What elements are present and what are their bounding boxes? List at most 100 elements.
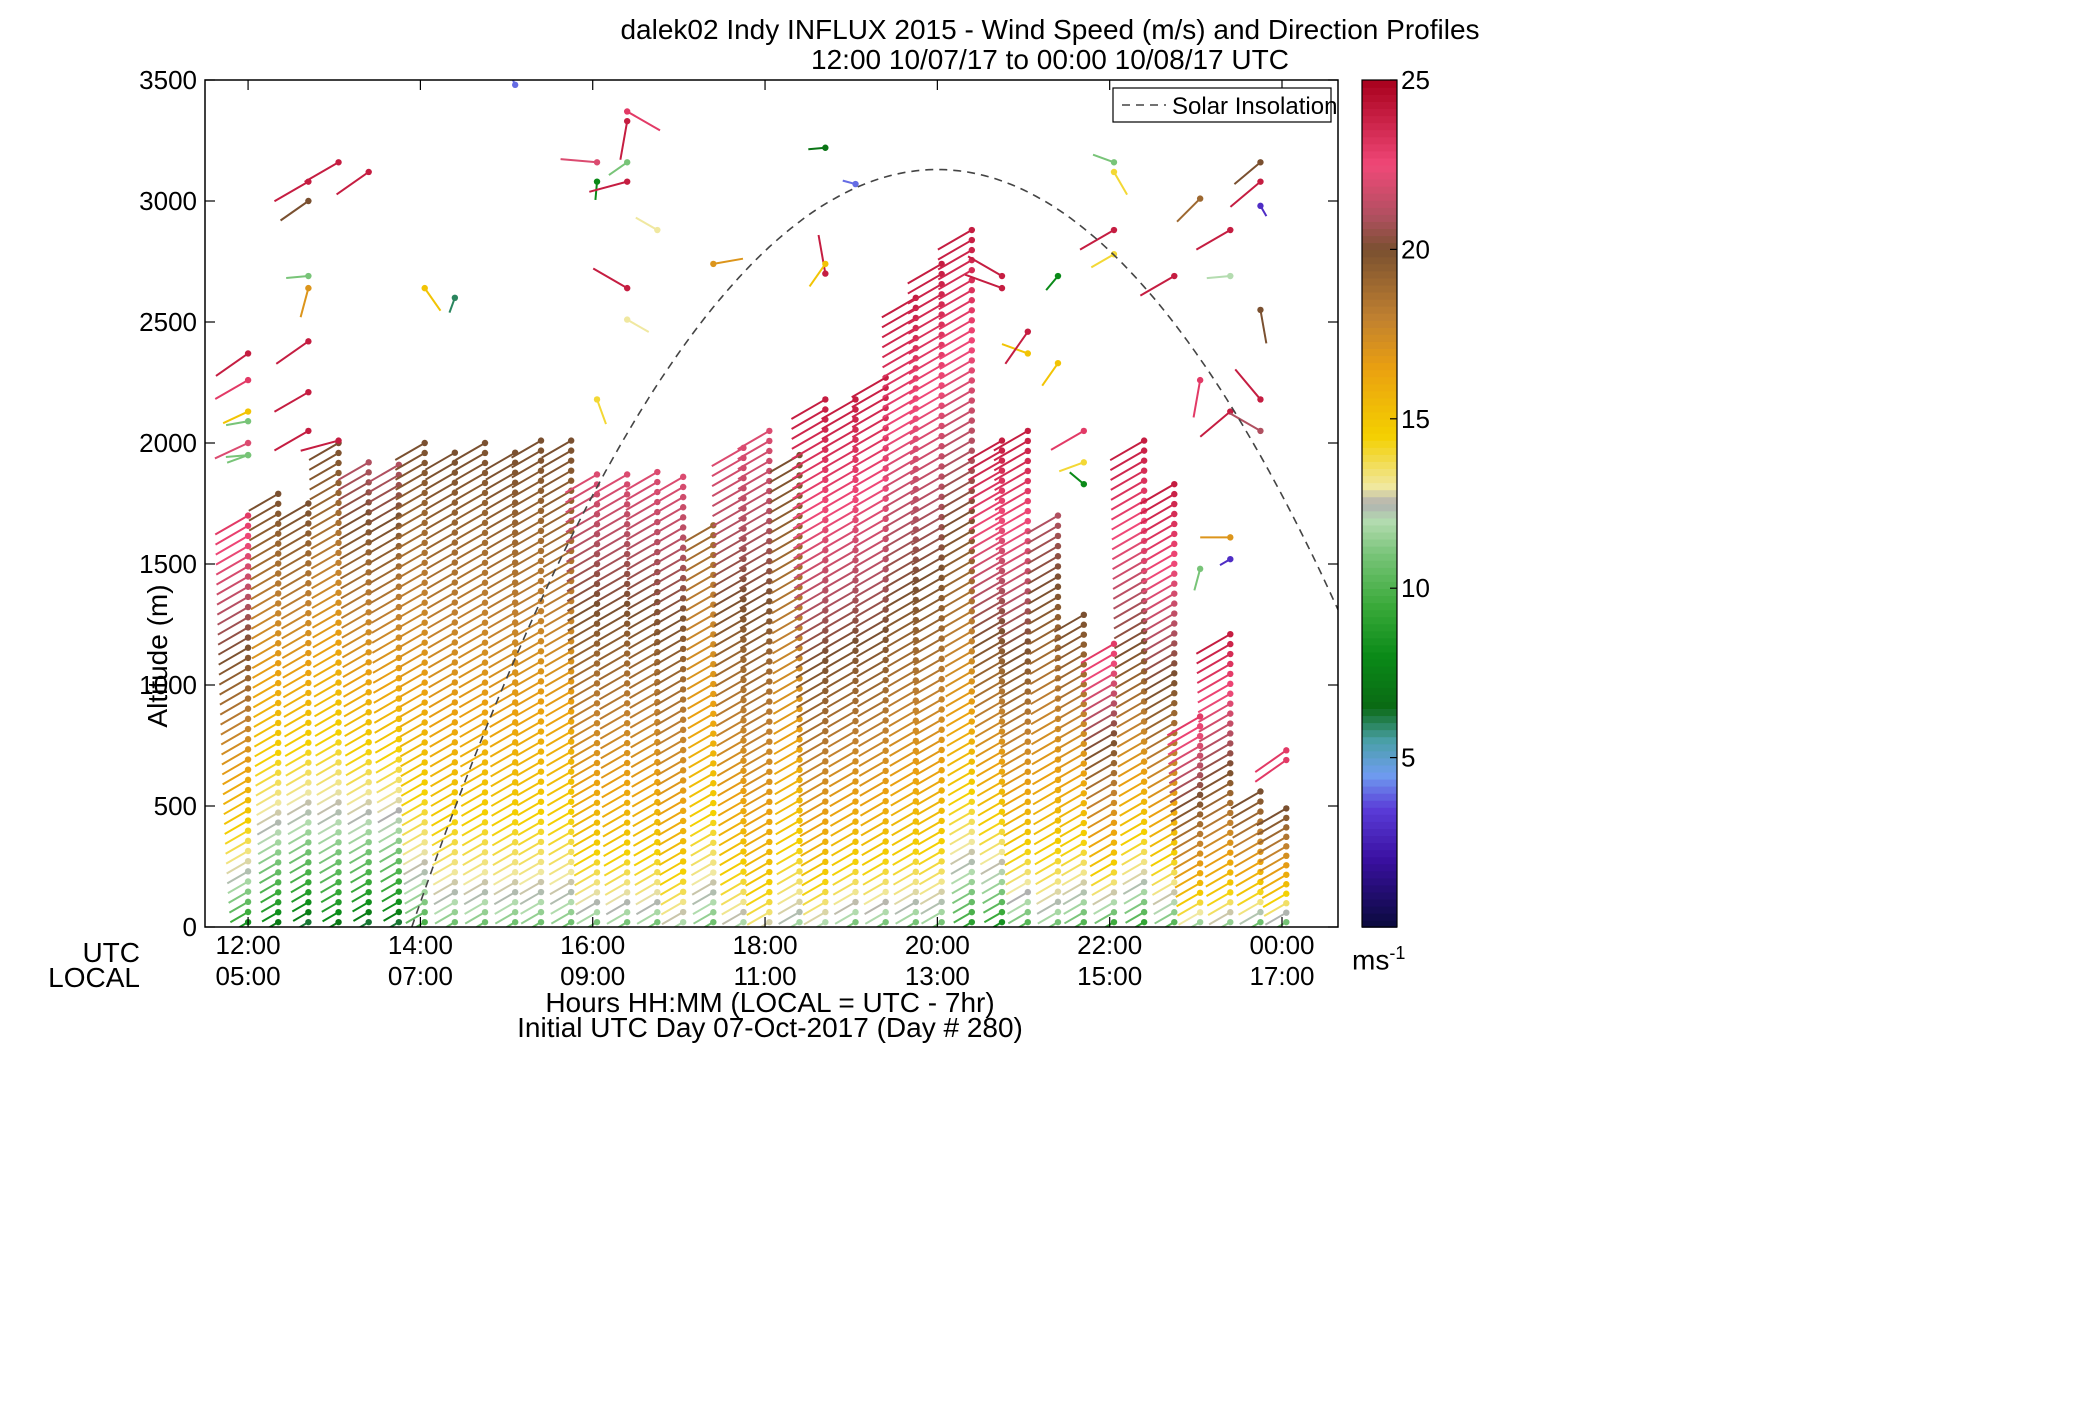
wind-barb-shaft <box>346 801 370 816</box>
wind-barb-dot <box>395 847 403 855</box>
wind-barb-shaft <box>486 521 516 540</box>
wind-barb-dot <box>1171 918 1178 926</box>
wind-barb-dot <box>511 829 519 836</box>
wind-barb-dot <box>365 848 372 856</box>
wind-barb-dot <box>710 740 717 747</box>
wind-barb-dot <box>1024 818 1032 826</box>
wind-barb-dot <box>1171 550 1178 558</box>
wind-barb-dot <box>968 898 976 906</box>
wind-barb-dot <box>305 619 312 627</box>
wind-barb-shaft <box>300 439 339 452</box>
wind-barb-dot <box>822 667 829 675</box>
wind-barb-dot <box>796 908 803 916</box>
wind-barb-dot <box>537 718 545 725</box>
wind-barb-dot <box>1080 909 1088 916</box>
wind-barb <box>429 719 459 738</box>
wind-barb <box>430 769 459 788</box>
wind-barb-dot <box>335 619 342 626</box>
wind-barb-dot <box>451 599 459 606</box>
wind-barb-dot <box>710 899 717 906</box>
wind-barb-dot <box>365 629 372 636</box>
wind-barb-dot <box>1140 467 1148 474</box>
wind-barb-dot <box>421 779 428 786</box>
wind-barb-dot <box>1227 899 1234 906</box>
wind-barb-dot <box>1054 878 1062 885</box>
wind-barb <box>248 490 282 512</box>
wind-barb <box>286 789 312 806</box>
wind-barb-dot <box>998 557 1006 565</box>
wind-barb-dot <box>623 729 631 737</box>
wind-barb-dot <box>623 749 631 757</box>
wind-barb-dot <box>796 868 803 875</box>
wind-barb-dot <box>275 590 282 597</box>
wind-barb-dot <box>998 597 1006 605</box>
wind-barb-dot <box>593 799 601 806</box>
wind-barb-dot <box>968 638 976 645</box>
wind-barb-dot <box>593 769 601 777</box>
wind-barb <box>459 729 489 748</box>
wind-barb-dot <box>822 617 829 624</box>
wind-barb-shaft <box>289 861 309 874</box>
wind-barb-shaft <box>457 631 486 649</box>
wind-barb-dot <box>1196 791 1204 799</box>
wind-barb-dot <box>623 879 631 886</box>
wind-barb-dot <box>1196 909 1204 916</box>
wind-barb-dot <box>305 908 312 916</box>
wind-barb-dot <box>998 638 1006 645</box>
wind-barb-dot <box>1140 437 1148 444</box>
wind-barb-dot <box>623 839 631 846</box>
wind-barb-dot <box>335 559 342 566</box>
wind-barb <box>280 590 312 610</box>
wind-barb <box>459 739 489 758</box>
wind-barb-dot <box>852 818 859 825</box>
wind-barb-dot <box>305 729 312 736</box>
wind-barb-dot <box>451 869 459 876</box>
wind-barb-dot <box>852 647 859 654</box>
wind-barb-dot <box>275 829 282 836</box>
wind-barb-dot <box>852 697 859 705</box>
wind-barb <box>340 569 372 590</box>
wind-barb <box>425 499 459 521</box>
wind-barb <box>490 769 519 788</box>
wind-barb <box>341 619 372 639</box>
wind-barb-shaft <box>249 542 279 561</box>
wind-barb-dot <box>998 828 1006 836</box>
wind-barb <box>339 559 372 580</box>
wind-barb <box>255 779 282 797</box>
wind-barb-dot <box>1171 590 1178 597</box>
wind-barb-shaft <box>487 631 516 649</box>
wind-barb-dot <box>537 738 545 745</box>
wind-barb-dot <box>679 696 687 703</box>
wind-barb-shaft <box>252 672 279 689</box>
wind-barb <box>455 449 489 471</box>
wind-barb-dot <box>938 837 945 845</box>
wind-barb-dot <box>998 507 1006 515</box>
wind-barb-shaft <box>253 732 279 748</box>
wind-barb-dot <box>395 766 403 773</box>
wind-barb-shaft <box>376 789 400 804</box>
wind-barb-dot <box>481 649 489 656</box>
wind-barb-dot <box>998 898 1006 906</box>
wind-barb-dot <box>623 620 631 627</box>
wind-barb <box>304 159 342 183</box>
wind-barb-shaft <box>342 661 370 679</box>
wind-barb-dot <box>766 858 773 866</box>
wind-barb-dot <box>421 599 428 606</box>
wind-barb-dot <box>593 779 601 787</box>
wind-barb <box>216 573 252 596</box>
wind-barb <box>221 746 252 766</box>
wind-barb-dot <box>968 337 976 344</box>
wind-barb-dot <box>421 449 428 457</box>
wind-barb <box>316 799 342 816</box>
wind-barb-dot <box>679 908 687 916</box>
wind-barb <box>427 649 459 669</box>
wind-barb-dot <box>1196 781 1204 789</box>
wind-barb-dot <box>395 857 403 865</box>
wind-barb-dot <box>822 260 829 268</box>
wind-barb-shaft <box>455 502 486 521</box>
wind-barb-dot <box>882 747 889 754</box>
wind-barb-dot <box>710 799 717 807</box>
wind-barb-shaft <box>455 472 486 491</box>
wind-barb-dot <box>244 888 252 895</box>
wind-barb-dot <box>1024 908 1032 916</box>
